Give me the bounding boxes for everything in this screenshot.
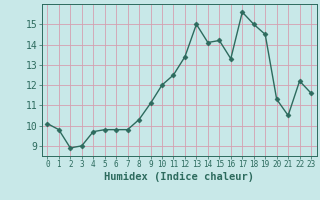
X-axis label: Humidex (Indice chaleur): Humidex (Indice chaleur)	[104, 172, 254, 182]
